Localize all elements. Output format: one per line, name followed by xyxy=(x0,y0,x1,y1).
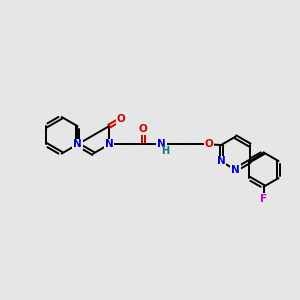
Text: N: N xyxy=(217,157,226,166)
Text: F: F xyxy=(260,194,267,204)
Text: O: O xyxy=(117,114,126,124)
Text: N: N xyxy=(231,165,240,175)
Text: N: N xyxy=(157,140,166,149)
Text: O: O xyxy=(139,124,148,134)
Text: N: N xyxy=(105,140,113,149)
Text: H: H xyxy=(161,146,169,156)
Text: O: O xyxy=(205,140,213,149)
Text: N: N xyxy=(73,140,82,149)
